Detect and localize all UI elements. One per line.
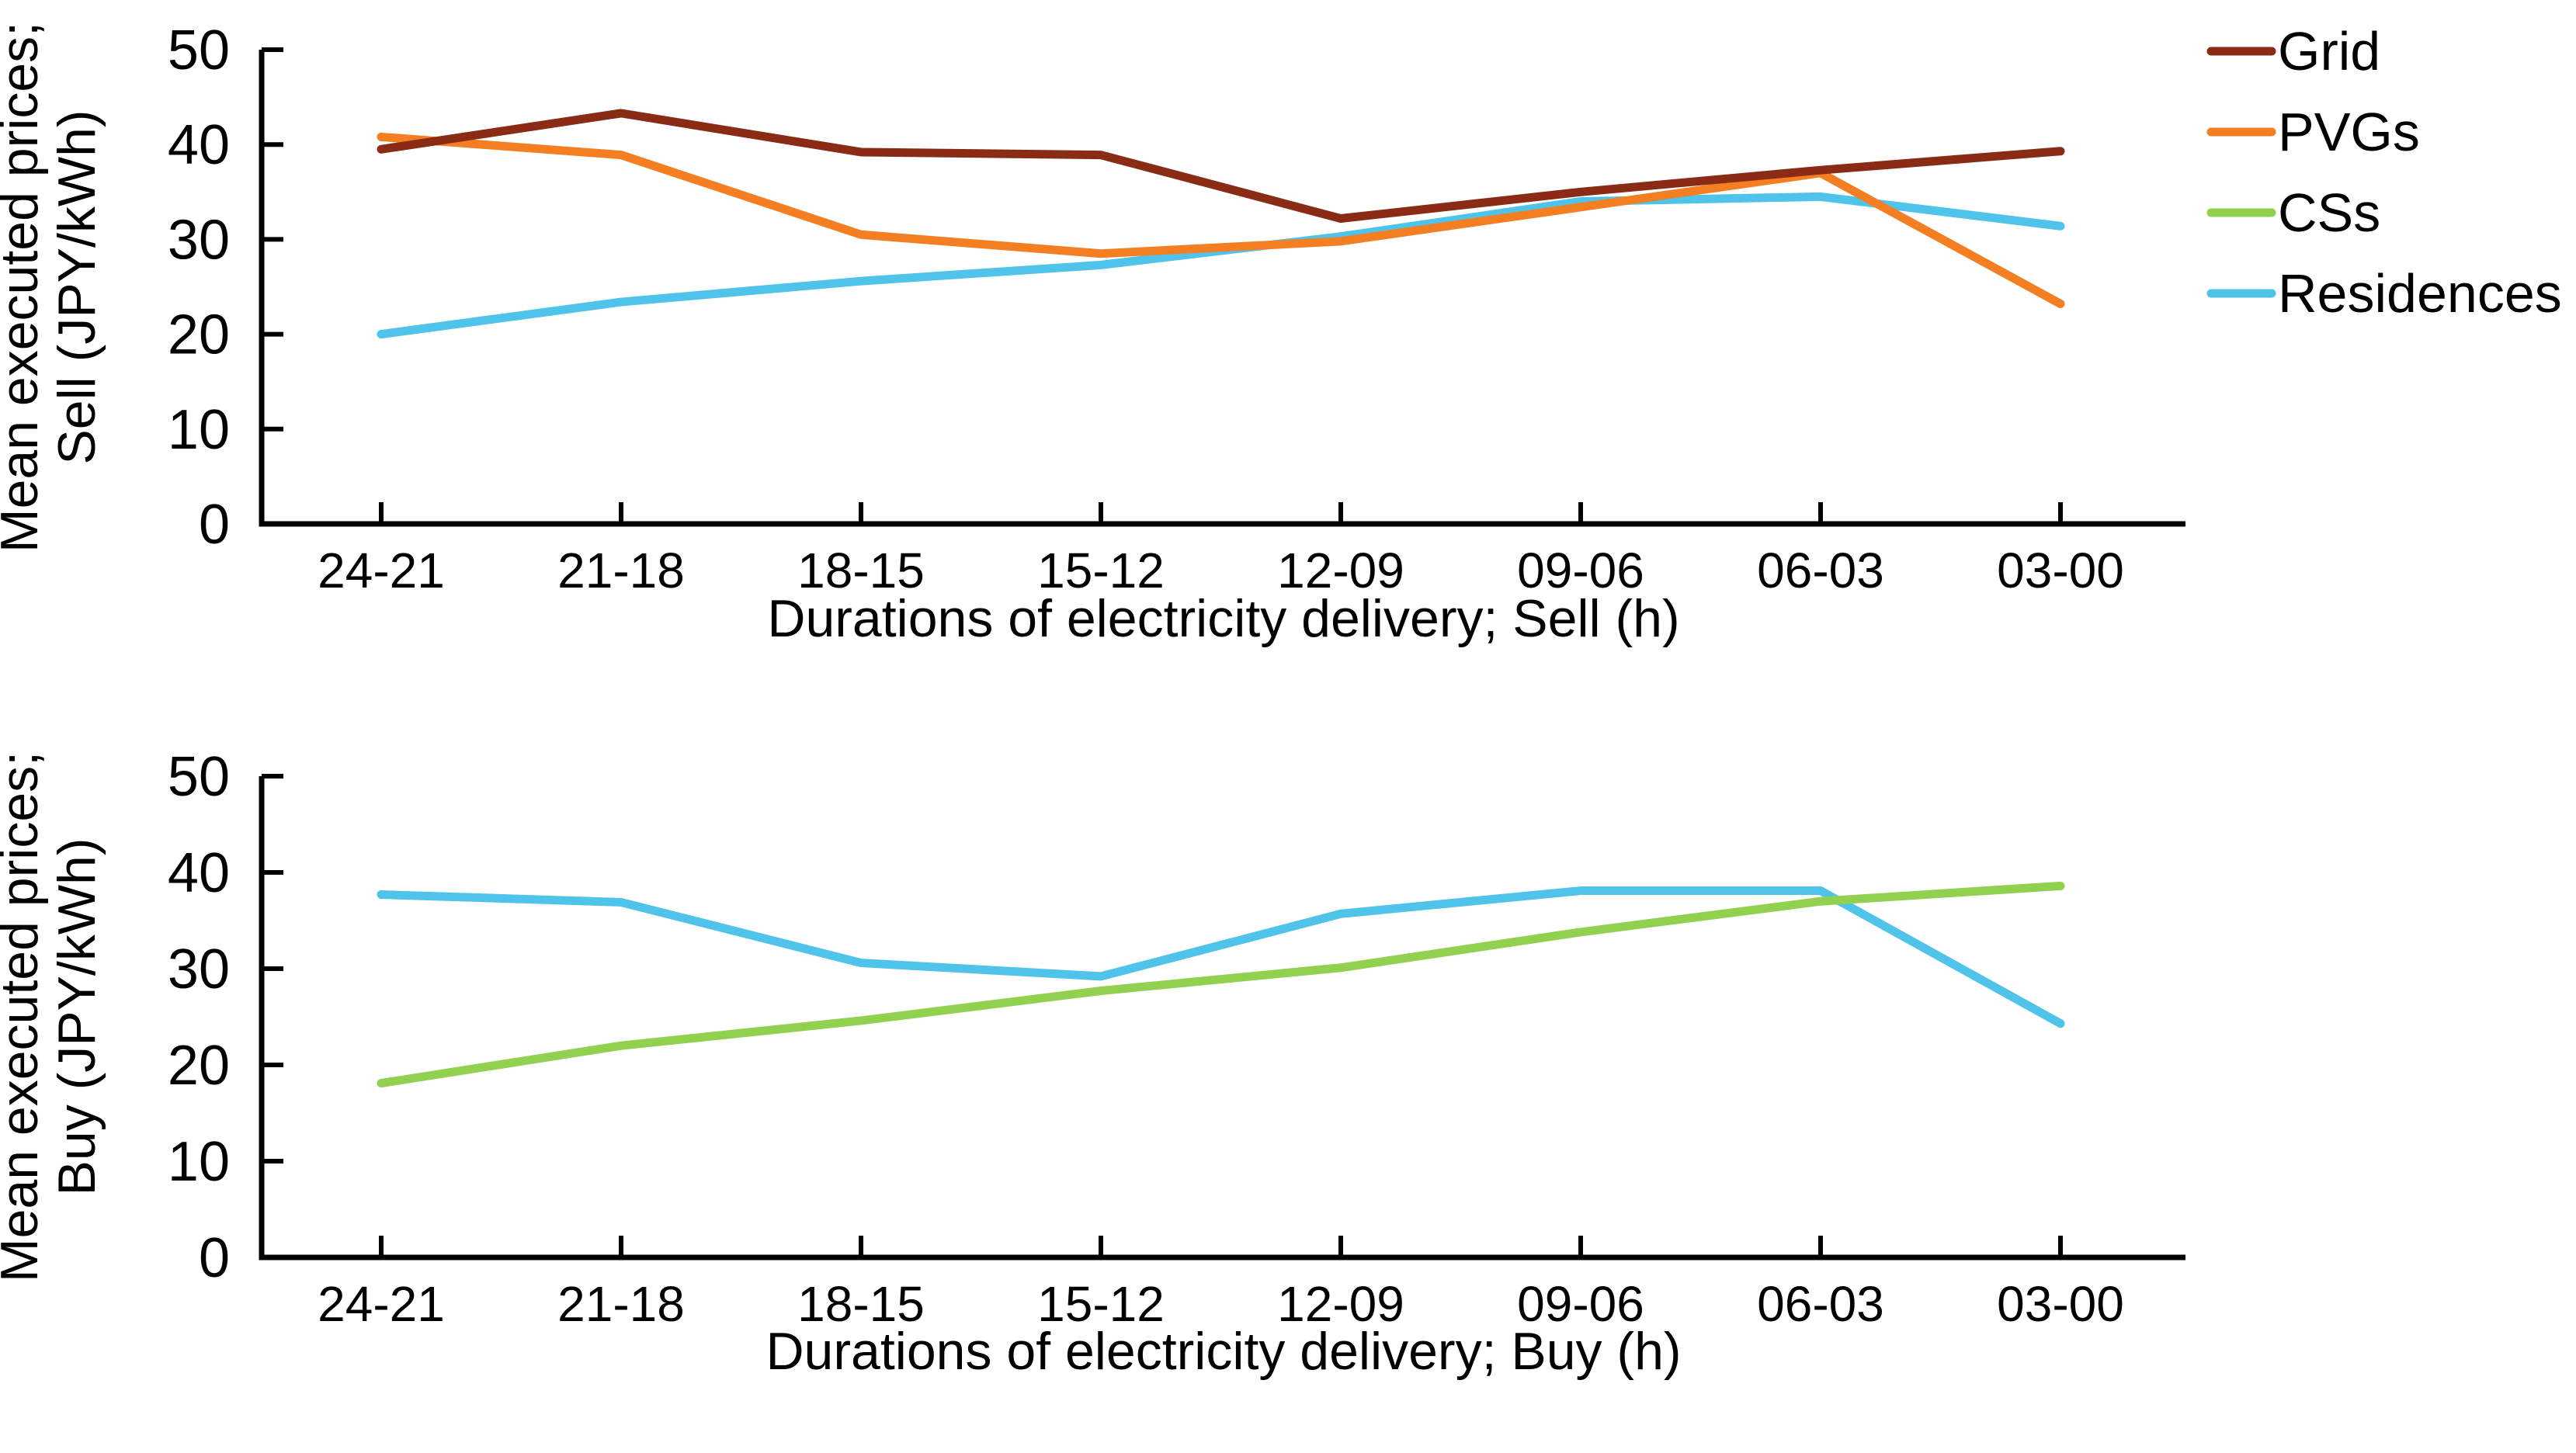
x-category-label: 18-15 — [797, 1276, 925, 1332]
legend-label-grid: Grid — [2278, 21, 2380, 81]
x-category-label: 24-21 — [318, 543, 445, 598]
sell-x-axis-label: Durations of electricity delivery; Sell … — [767, 589, 1679, 648]
x-category-label: 03-00 — [1997, 1276, 2124, 1332]
x-category-label: 24-21 — [318, 1276, 445, 1332]
legend-label-pvgs: PVGs — [2278, 102, 2420, 162]
axes-layer — [259, 47, 2185, 1261]
series-line-grid — [377, 109, 2065, 224]
legend-label-css: CSs — [2278, 182, 2380, 243]
x-category-label: 15-12 — [1037, 543, 1165, 598]
buy-y-axis-label-line2: Buy (JPY/kWh) — [47, 838, 106, 1196]
x-category-label: 12-09 — [1277, 1276, 1404, 1332]
legend: Grid PVGs CSs Residences — [2206, 21, 2562, 324]
y-tick-label: 20 — [168, 304, 230, 366]
x-category-label: 03-00 — [1997, 543, 2124, 598]
y-tick-label: 30 — [168, 938, 230, 1000]
y-tick-label: 50 — [168, 746, 230, 808]
series-line-residences — [377, 886, 2065, 1028]
series-line-residences — [377, 192, 2065, 339]
buy-y-axis-label-line1: Mean executed prices; — [0, 751, 49, 1282]
series-layer — [377, 109, 2065, 1088]
sell-y-axis-label-line1: Mean executed prices; — [0, 22, 49, 553]
series-line-pvgs — [377, 132, 2065, 308]
x-category-label: 09-06 — [1517, 1276, 1644, 1332]
y-tick-label: 10 — [168, 1131, 230, 1193]
series-line-css — [377, 881, 2065, 1088]
axis-frame — [259, 776, 2185, 1261]
y-tick-label: 20 — [168, 1035, 230, 1097]
y-tick-label: 50 — [168, 19, 230, 81]
y-tick-label: 40 — [168, 842, 230, 904]
x-category-label: 18-15 — [797, 543, 925, 598]
legend-label-residences: Residences — [2278, 263, 2562, 324]
y-tick-label: 40 — [168, 114, 230, 176]
x-category-label: 09-06 — [1517, 543, 1644, 598]
axis-frame — [259, 50, 2185, 527]
x-category-label: 12-09 — [1277, 543, 1404, 598]
y-tick-label: 0 — [199, 1227, 230, 1289]
tick-labels-layer: 0 10 20 30 40 50 24-21 21-18 18-15 15-12 12-09 09-0… — [168, 19, 2124, 1332]
y-tick-label: 0 — [199, 494, 230, 556]
x-category-label: 06-03 — [1757, 1276, 1884, 1332]
buy-x-axis-label: Durations of electricity delivery; Buy (… — [766, 1322, 1681, 1381]
y-tick-label: 30 — [168, 209, 230, 271]
x-category-label: 06-03 — [1757, 543, 1884, 598]
x-category-label: 21-18 — [557, 543, 685, 598]
sell-y-axis-label-line2: Sell (JPY/kWh) — [47, 109, 106, 464]
x-category-label: 21-18 — [557, 1276, 685, 1332]
y-tick-label: 10 — [168, 399, 230, 461]
x-category-label: 15-12 — [1037, 1276, 1165, 1332]
